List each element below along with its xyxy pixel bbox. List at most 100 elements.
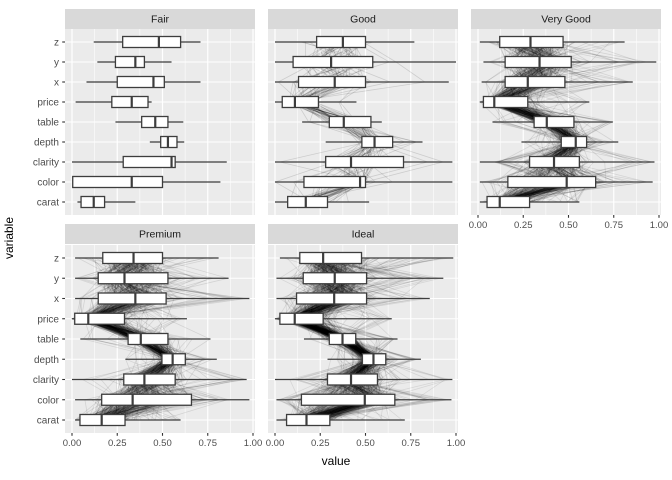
box-rect [74, 312, 126, 325]
box-rect [299, 251, 363, 265]
y-tick-label: price [37, 98, 59, 109]
boxplot-clarity [275, 155, 453, 169]
boxplot-table [302, 115, 382, 129]
boxplot-z [279, 251, 454, 265]
boxplot-depth [149, 135, 185, 149]
box-rect [326, 373, 379, 386]
boxplot-x [86, 75, 201, 89]
boxplot-depth [521, 135, 619, 149]
box-rect [315, 35, 367, 49]
facet-strip [471, 9, 661, 29]
boxplot-color [479, 175, 653, 189]
boxplot-depth [327, 353, 421, 366]
y-tick-label: price [37, 314, 59, 325]
box-rect [279, 312, 324, 325]
facet-strip-label: Fair [151, 14, 170, 26]
boxplot-z [75, 251, 219, 265]
y-tick-label: carat [37, 198, 59, 209]
box-rect [297, 75, 367, 89]
x-tick-label: 1.00 [244, 438, 263, 449]
boxplot-table [115, 115, 184, 129]
box-rect [504, 75, 566, 89]
y-tick-label: table [37, 335, 59, 346]
facet-strip-label: Premium [139, 229, 181, 241]
boxplot-price [275, 95, 357, 109]
x-tick-label: 1.00 [447, 438, 466, 449]
box-rect [328, 115, 372, 129]
boxplot-clarity [479, 155, 655, 169]
boxplot-y [483, 55, 657, 69]
box-rect [507, 175, 597, 189]
boxplot-carat [75, 413, 181, 427]
boxplot-y [275, 55, 456, 69]
y-tick-label: z [54, 38, 59, 49]
box-rect [504, 55, 572, 69]
facet-strip [268, 9, 458, 29]
y-tick-label: x [54, 294, 59, 305]
boxplot-color [75, 393, 250, 406]
box-rect [486, 195, 531, 209]
y-tick-label: clarity [33, 375, 59, 386]
y-tick-label: color [37, 178, 59, 189]
facet-fair: Fair zyx price table depth clarity color carat [33, 9, 255, 215]
box-rect [287, 195, 329, 209]
box-rect [303, 175, 367, 189]
boxplot-carat [77, 195, 136, 209]
facet-strip-label: Ideal [352, 229, 375, 241]
y-axis-title: variable [2, 216, 16, 260]
box-rect [295, 292, 368, 305]
boxplot-table [80, 332, 211, 346]
y-tick-label: z [54, 254, 59, 265]
box-rect [560, 135, 588, 149]
x-tick-label: 0.50 [559, 220, 578, 231]
facet-strip-label: Good [350, 14, 376, 26]
x-tick-label: 0.25 [514, 220, 533, 231]
boxplot-x [481, 75, 633, 89]
x-axis-title: value [321, 454, 351, 468]
boxplot-clarity [72, 155, 227, 169]
facet-strip-label: Very Good [541, 14, 591, 26]
y-tick-label: color [37, 395, 59, 406]
y-tick-label: table [37, 118, 59, 129]
y-tick-label: y [54, 58, 59, 69]
boxplot-clarity [72, 373, 247, 386]
boxplot-y [75, 272, 229, 285]
x-tick-label: 0.75 [605, 220, 624, 231]
box-rect [101, 393, 193, 406]
boxplot-price [75, 95, 152, 109]
boxplot-carat [275, 195, 370, 209]
box-rect [361, 135, 394, 149]
x-tick-label: 0.25 [108, 438, 127, 449]
boxplot-depth [125, 353, 217, 366]
box-rect [281, 95, 320, 109]
box-rect [114, 55, 146, 69]
boxplot-color [276, 393, 452, 406]
facet-strip [65, 224, 255, 244]
box-rect [292, 55, 374, 69]
facet-ideal: Ideal 0.00 0.25 0.50 0.75 1.00 [266, 224, 466, 449]
box-rect [72, 175, 164, 189]
y-tick-label: clarity [33, 158, 59, 169]
boxplot-x [276, 292, 430, 305]
boxplot-depth [325, 135, 423, 149]
box-rect [127, 332, 169, 346]
boxplot-z [275, 35, 415, 49]
box-rect [533, 115, 575, 129]
box-rect [97, 292, 167, 305]
boxplot-price [275, 312, 392, 325]
box-rect [122, 155, 176, 169]
x-tick-label: 0.00 [266, 438, 285, 449]
boxplot-x [75, 292, 250, 305]
y-tick-label: carat [37, 416, 59, 427]
box-rect [116, 75, 165, 89]
box-rect [122, 35, 182, 49]
x-tick-label: 0.50 [153, 438, 172, 449]
boxplot-carat [479, 195, 580, 209]
boxplot-clarity [275, 373, 453, 386]
boxplot-color [72, 175, 221, 189]
facet-very-good: Very Good 0.00 0.25 0.50 0.75 1.00 [469, 9, 668, 231]
facet-premium: Premium zyx price table depth clarity color car… [33, 224, 262, 449]
box-rect [97, 272, 169, 285]
